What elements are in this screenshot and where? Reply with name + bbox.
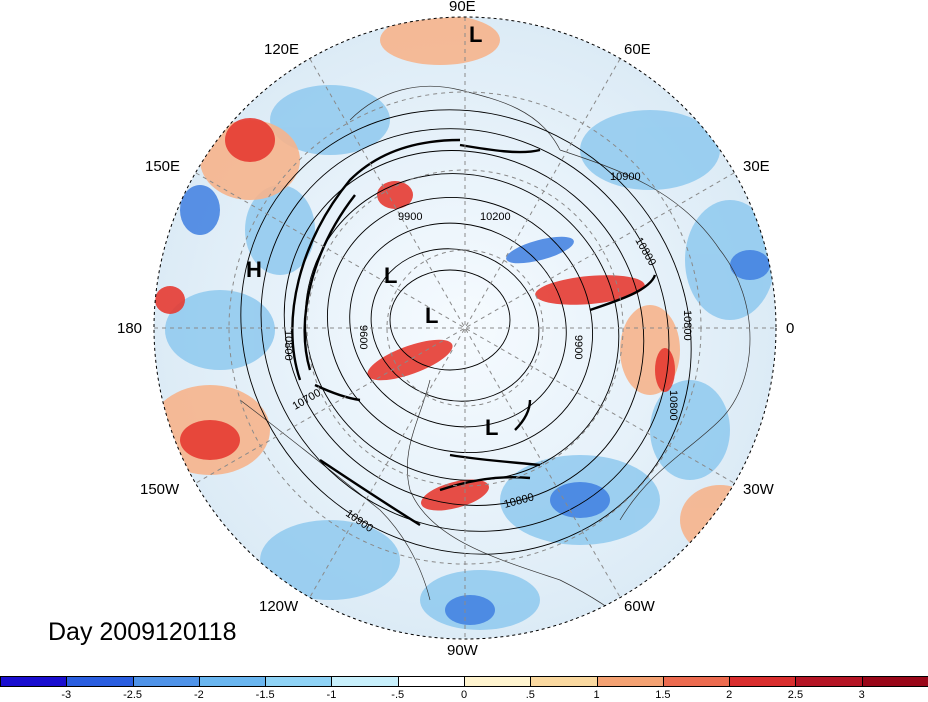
jet-contours [291, 138, 657, 527]
contour-label: 10900 [610, 171, 641, 183]
colorbar-swatch [198, 676, 267, 687]
low-center: L [384, 263, 397, 288]
colorbar-swatch [66, 676, 134, 687]
contour-label: 9900 [398, 211, 422, 223]
colorbar-tick-label: 2 [726, 689, 733, 701]
colorbar-tick-label: 3 [858, 689, 865, 701]
lon-label-0: 0 [786, 320, 795, 337]
contour-label: 9900 [572, 335, 584, 359]
colorbar-tick-label: -.5 [391, 689, 405, 701]
colorbar-tick-label: 2.5 [787, 689, 804, 701]
contour-label: 9600 [357, 325, 369, 349]
lon-label-90w: 90W [447, 642, 478, 659]
lon-label-120w: 120W [259, 598, 299, 615]
low-center: L [425, 303, 438, 328]
pressure-centers: L L L L H [246, 22, 498, 440]
low-center: L [485, 415, 498, 440]
anomaly-field [154, 17, 776, 639]
polar-map: 9900 10200 9600 9900 10800 10800 10800 1… [153, 16, 777, 640]
contour-label: 10800 [282, 330, 294, 361]
colorbar-tick-label: 1.5 [655, 689, 671, 701]
low-center: L [469, 22, 482, 47]
colorbar-swatch [729, 676, 797, 687]
colorbar-tick-label: 1 [593, 689, 600, 701]
colorbar-tick-label: -2.5 [123, 689, 143, 701]
colorbar-tick-label: -1 [326, 689, 337, 701]
lon-label-60w: 60W [624, 598, 655, 615]
lon-label-30w: 30W [743, 481, 774, 498]
colorbar-tick-label: -3 [61, 689, 72, 701]
height-contours [240, 109, 692, 555]
colorbar-tick-label: .5 [525, 689, 535, 701]
lon-label-150e: 150E [145, 158, 181, 175]
lon-label-150w: 150W [140, 481, 180, 498]
colorbar-swatch [132, 676, 200, 687]
contour-label: 10200 [480, 211, 511, 223]
colorbar-tick-label: -2 [193, 689, 204, 701]
lon-label-30e: 30E [743, 158, 770, 175]
lon-label-90e: 90E [449, 0, 476, 15]
colorbar-tick-label: 0 [460, 689, 468, 701]
colorbar: -3 -2.5 -2 -1.5 -1 -.5 0 .5 1 1.5 2 2.5 3 [0, 676, 928, 702]
lon-label-180: 180 [117, 320, 143, 337]
graticule [154, 17, 776, 639]
colorbar-swatch [0, 676, 68, 687]
colorbar-swatch [530, 676, 598, 687]
colorbar-tick-label: -1.5 [255, 689, 275, 701]
colorbar-swatch [596, 676, 664, 687]
contour-label: 10800 [681, 310, 693, 341]
map-title: Day 2009120118 [48, 618, 237, 646]
map-boundary [153, 16, 777, 640]
colorbar-swatch [331, 676, 399, 687]
colorbar-swatch [397, 676, 465, 687]
colorbar-swatch [861, 676, 928, 687]
lon-label-60e: 60E [624, 41, 651, 58]
colorbar-swatch [662, 676, 731, 687]
colorbar-swatch [464, 676, 532, 687]
contour-label: 10800 [667, 390, 679, 421]
lon-label-120e: 120E [264, 41, 300, 58]
colorbar-swatch [795, 676, 863, 687]
colorbar-swatch [265, 676, 333, 687]
high-center: H [246, 257, 262, 282]
